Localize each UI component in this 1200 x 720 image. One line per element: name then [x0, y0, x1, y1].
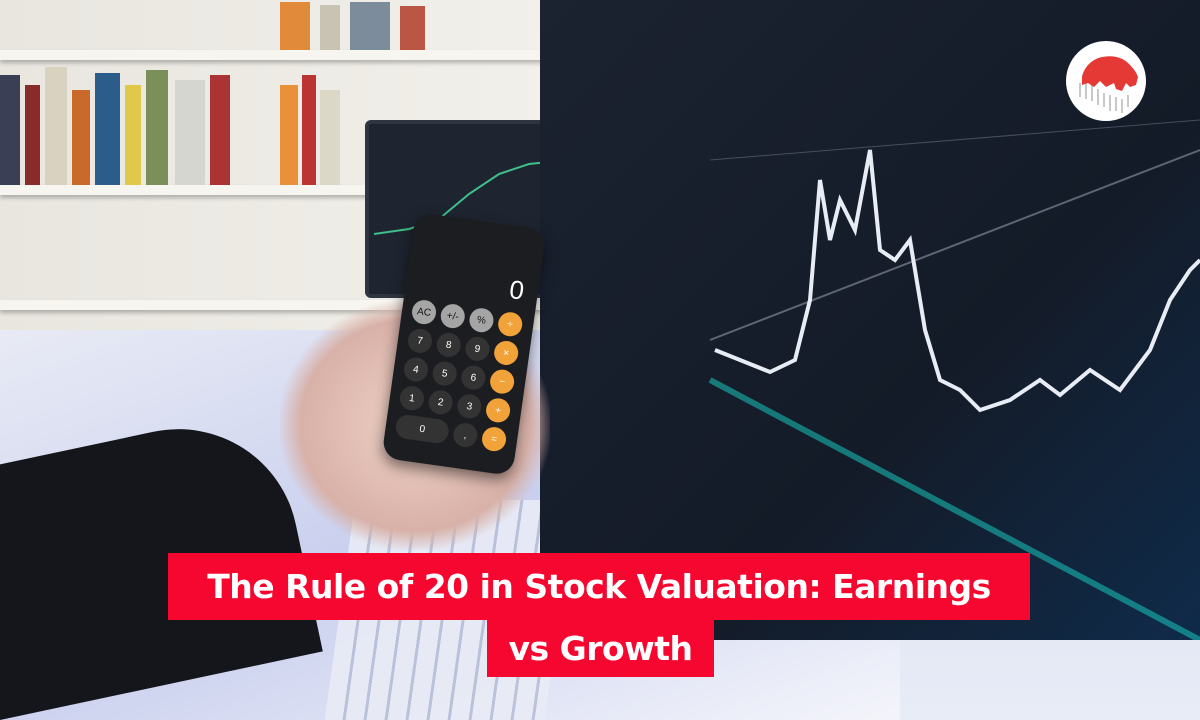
calc-key-minus: − [488, 368, 516, 396]
brand-logo [1066, 41, 1146, 121]
calc-key-2: 2 [427, 388, 455, 416]
calc-key-ac: AC [410, 298, 438, 326]
calculator-display: 0 [507, 273, 527, 306]
bull-icon [1079, 56, 1138, 113]
calc-key-sign: +/- [439, 302, 467, 330]
calc-key-plus: + [484, 396, 512, 424]
calc-key-8: 8 [435, 331, 463, 359]
calc-key-percent: % [467, 306, 496, 334]
calc-key-3: 3 [455, 392, 483, 420]
calc-key-5: 5 [431, 360, 459, 388]
calc-key-7: 7 [406, 327, 434, 355]
calc-key-multiply: × [492, 339, 520, 367]
title-line-2: vs Growth [487, 620, 714, 677]
calc-key-6: 6 [459, 364, 487, 392]
calc-key-divide: ÷ [496, 310, 524, 338]
price-line [714, 149, 1200, 413]
laptop-chart [373, 161, 550, 235]
stock-chart [708, 119, 1200, 643]
calc-key-0: 0 [394, 413, 451, 445]
calc-key-comma: , [451, 421, 479, 449]
title-line-1: The Rule of 20 in Stock Valuation: Earni… [168, 553, 1030, 620]
calc-key-equals: = [480, 425, 508, 453]
calc-key-1: 1 [398, 384, 426, 412]
calc-key-9: 9 [463, 335, 491, 363]
calc-key-4: 4 [402, 356, 430, 384]
